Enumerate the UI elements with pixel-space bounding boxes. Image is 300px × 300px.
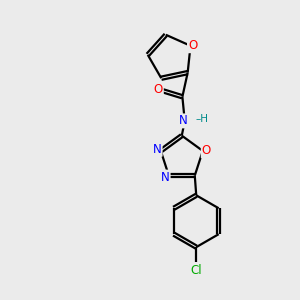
Text: N: N <box>179 114 188 128</box>
Text: O: O <box>154 83 163 96</box>
Text: O: O <box>202 144 211 158</box>
Text: Cl: Cl <box>190 264 202 277</box>
Text: N: N <box>153 143 162 156</box>
Text: –H: –H <box>196 114 209 124</box>
Text: N: N <box>161 171 170 184</box>
Text: O: O <box>188 39 197 52</box>
